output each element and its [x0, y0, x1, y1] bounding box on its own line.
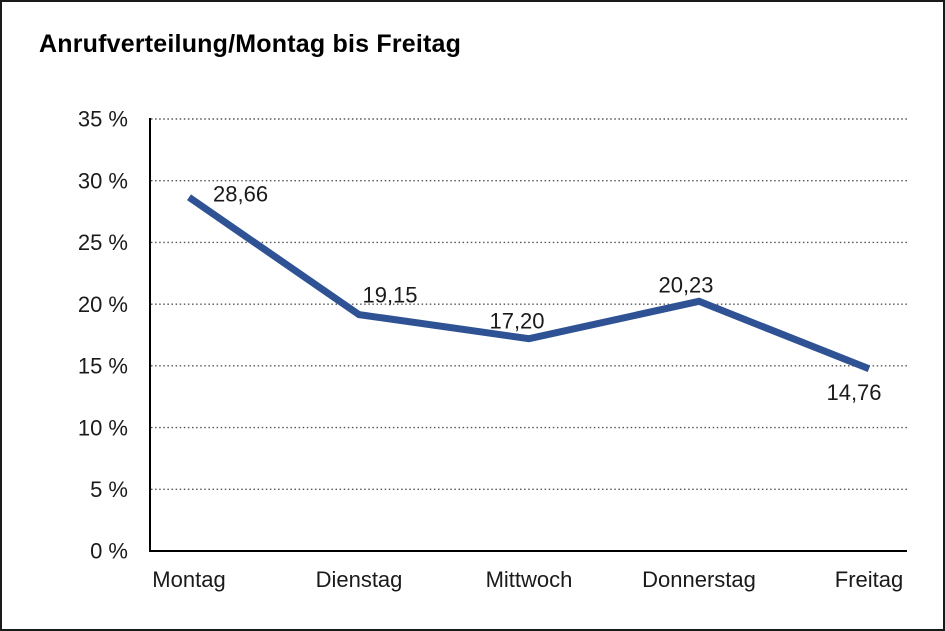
data-point-label: 28,66: [213, 181, 268, 206]
y-axis-tick-label: 15 %: [78, 354, 128, 379]
chart-title: Anrufverteilung/Montag bis Freitag: [39, 30, 462, 58]
y-axis-tick-label: 20 %: [78, 292, 128, 317]
y-axis-tick-label: 35 %: [78, 107, 128, 132]
y-axis-tick-label: 5 %: [90, 477, 128, 502]
x-axis-category-label: Montag: [152, 567, 225, 592]
y-axis-tick-label: 25 %: [78, 230, 128, 255]
data-point-label: 19,15: [362, 283, 417, 308]
y-axis-tick-label: 10 %: [78, 415, 128, 440]
x-axis-category-label: Donnerstag: [642, 567, 756, 592]
x-axis-category-label: Mittwoch: [486, 567, 573, 592]
data-point-label: 20,23: [658, 272, 713, 297]
x-axis-category-label: Freitag: [835, 567, 903, 592]
data-point-label: 17,20: [489, 309, 544, 334]
y-axis-tick-label: 0 %: [90, 539, 128, 564]
data-line-series: [187, 194, 871, 373]
x-axis-category-label: Dienstag: [316, 567, 403, 592]
y-axis-tick-label: 30 %: [78, 168, 128, 193]
data-point-label: 14,76: [826, 380, 881, 405]
